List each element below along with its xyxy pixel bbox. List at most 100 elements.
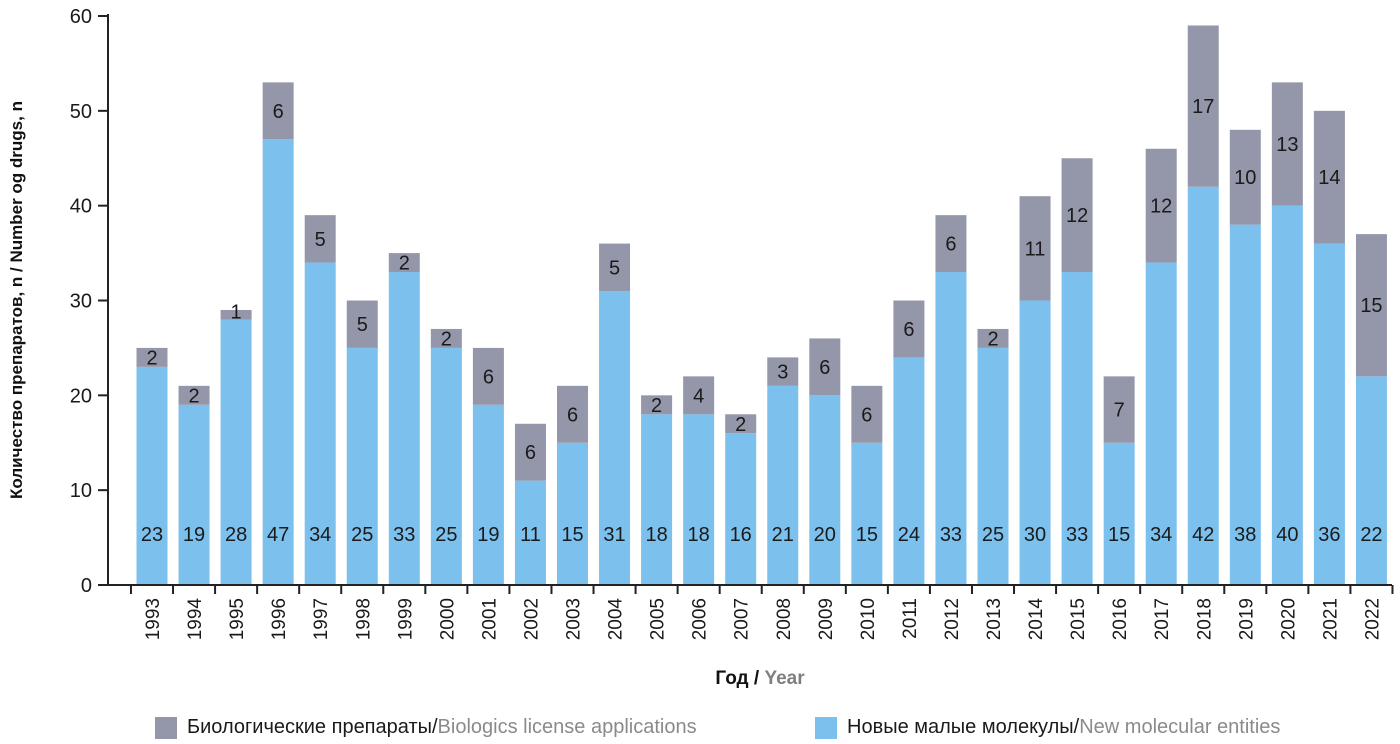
bar-biologics-1994 <box>178 385 210 405</box>
bar-biologics-2000 <box>430 328 462 348</box>
data-label-biologics-1997: 5 <box>315 229 326 251</box>
x-tick-label-2002: 2002 <box>521 598 542 640</box>
data-label-nme-2012: 33 <box>940 524 962 546</box>
data-label-nme-2013: 25 <box>982 524 1004 546</box>
bar-biologics-1996 <box>262 82 294 140</box>
data-label-nme-2015: 33 <box>1066 524 1088 546</box>
data-label-nme-2010: 15 <box>856 524 878 546</box>
data-label-biologics-1993: 2 <box>146 347 157 369</box>
x-tick-label-2004: 2004 <box>606 598 627 641</box>
data-label-nme-1997: 34 <box>309 524 331 546</box>
x-tick-label-2018: 2018 <box>1194 598 1215 640</box>
x-tick-label-2000: 2000 <box>437 598 458 640</box>
y-tick-label-30: 30 <box>70 291 92 313</box>
bar-nme-2005 <box>641 414 673 585</box>
y-axis-title-wrap: Количество препаратов, n / Number og dru… <box>2 0 32 600</box>
y-tick-label-20: 20 <box>70 385 92 407</box>
bar-nme-2007 <box>725 433 757 585</box>
data-label-biologics-2018: 17 <box>1192 96 1214 118</box>
bar-nme-2010 <box>851 442 883 585</box>
bar-nme-2002 <box>514 480 546 585</box>
bar-nme-2014 <box>1019 300 1051 585</box>
bar-biologics-1999 <box>388 253 420 273</box>
x-tick-label-2017: 2017 <box>1152 598 1173 640</box>
bar-biologics-1995 <box>220 309 252 320</box>
data-label-biologics-1996: 6 <box>273 101 284 123</box>
x-tick-label-2020: 2020 <box>1278 598 1299 640</box>
data-label-biologics-2003: 6 <box>567 404 578 426</box>
legend-label-biologics-sep: / <box>431 716 438 738</box>
x-tick-label-1998: 1998 <box>353 598 374 640</box>
bar-nme-1999 <box>388 272 420 585</box>
data-label-biologics-2022: 15 <box>1360 295 1382 317</box>
bar-nme-2015 <box>1061 272 1093 585</box>
data-label-biologics-2014: 11 <box>1025 238 1046 260</box>
data-label-nme-2002: 11 <box>520 524 541 546</box>
data-label-biologics-2002: 6 <box>525 442 536 464</box>
data-label-biologics-2004: 5 <box>609 257 620 279</box>
data-label-nme-2017: 34 <box>1150 524 1172 546</box>
x-tick-label-1999: 1999 <box>395 598 416 640</box>
y-axis-title-ru: Количество препаратов, n <box>7 276 26 499</box>
data-label-biologics-2013: 2 <box>987 328 998 350</box>
bar-biologics-1998 <box>346 300 378 348</box>
y-tick-label-10: 10 <box>70 480 92 502</box>
bar-nme-2017 <box>1145 262 1177 585</box>
data-label-nme-1996: 47 <box>267 524 289 546</box>
legend: Биологические препараты / Biologics lice… <box>0 716 1400 742</box>
data-label-nme-1995: 28 <box>225 524 247 546</box>
x-tick-label-2005: 2005 <box>648 598 669 640</box>
x-tick-label-2013: 2013 <box>984 598 1005 640</box>
bar-nme-2020 <box>1271 205 1303 585</box>
x-axis-title-en: Year <box>764 668 805 689</box>
legend-item-nme: Новые малые молекулы / New molecular ent… <box>815 716 1280 739</box>
data-label-nme-2016: 15 <box>1108 524 1130 546</box>
data-label-nme-2006: 18 <box>688 524 710 546</box>
bar-biologics-2012 <box>935 215 967 273</box>
x-tick-label-1996: 1996 <box>269 598 290 640</box>
x-tick-label-2007: 2007 <box>732 598 753 640</box>
x-tick-label-2012: 2012 <box>942 598 963 640</box>
data-label-biologics-2001: 6 <box>483 366 494 388</box>
legend-swatch-nme <box>815 716 837 739</box>
data-label-biologics-2015: 12 <box>1066 205 1088 227</box>
legend-label-nme-en: New molecular entities <box>1079 716 1281 738</box>
bar-biologics-2003 <box>557 385 588 443</box>
bar-nme-2004 <box>599 291 631 585</box>
x-tick-label-1997: 1997 <box>311 598 332 640</box>
legend-label-nme-ru: Новые малые молекулы <box>847 716 1074 738</box>
data-label-biologics-2008: 3 <box>777 362 788 384</box>
bar-nme-1994 <box>178 404 210 585</box>
x-tick-label-2022: 2022 <box>1362 598 1383 640</box>
bar-nme-2013 <box>977 347 1009 585</box>
data-label-nme-2022: 22 <box>1360 524 1382 546</box>
bar-biologics-2015 <box>1061 158 1093 273</box>
y-tick-label-60: 60 <box>70 6 92 28</box>
x-tick-label-2006: 2006 <box>690 598 711 640</box>
x-tick-label-1993: 1993 <box>143 598 164 640</box>
x-tick-label-1995: 1995 <box>227 598 248 640</box>
y-tick-label-0: 0 <box>81 575 92 597</box>
data-label-biologics-2000: 2 <box>441 328 452 350</box>
bar-nme-2016 <box>1103 442 1135 585</box>
bar-biologics-2002 <box>514 423 546 481</box>
data-label-nme-2007: 16 <box>730 524 752 546</box>
data-label-biologics-2012: 6 <box>945 234 956 256</box>
data-label-nme-2005: 18 <box>645 524 667 546</box>
bar-nme-1998 <box>346 347 378 585</box>
data-label-nme-2003: 15 <box>561 524 583 546</box>
data-label-biologics-2005: 2 <box>651 395 662 417</box>
data-label-nme-1998: 25 <box>351 524 373 546</box>
data-label-biologics-2019: 10 <box>1234 167 1256 189</box>
data-label-biologics-2020: 13 <box>1276 134 1298 156</box>
y-tick-label-40: 40 <box>70 196 92 218</box>
bar-nme-2003 <box>557 442 588 585</box>
bar-nme-2008 <box>767 385 799 585</box>
x-tick-label-2009: 2009 <box>816 598 837 640</box>
data-label-nme-2000: 25 <box>435 524 457 546</box>
data-label-biologics-2016: 7 <box>1114 400 1125 422</box>
x-tick-label-2015: 2015 <box>1068 598 1089 640</box>
data-label-nme-2008: 21 <box>772 524 794 546</box>
data-label-biologics-2011: 6 <box>903 319 914 341</box>
